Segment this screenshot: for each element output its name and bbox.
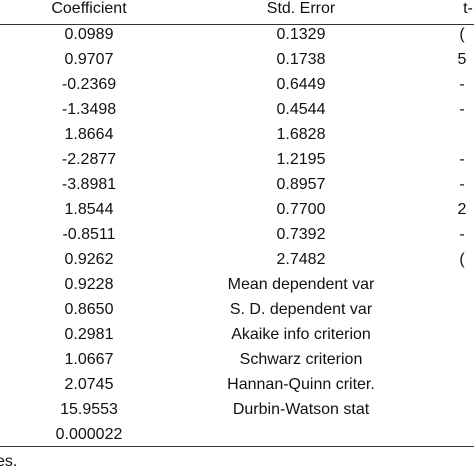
table-bottom-rule (0, 446, 474, 447)
coefficient-value: 1.8544 (64, 201, 114, 218)
std-error-value: 0.1738 (276, 51, 326, 68)
t-stat-partial: - (459, 176, 465, 193)
t-stat-partial: 5 (457, 51, 467, 68)
stat-label: Mean dependent var (227, 276, 375, 293)
coefficient-value: -3.8981 (61, 176, 117, 193)
std-error-value: 2.7482 (276, 251, 326, 268)
stat-value: 15.9553 (60, 401, 118, 418)
t-stat-partial: - (459, 226, 465, 243)
header-t-statistic-partial: t- (463, 0, 473, 17)
stat-value: 0.000022 (55, 426, 123, 443)
coefficient-value: -1.3498 (61, 101, 117, 118)
std-error-value: 1.6828 (276, 126, 326, 143)
t-stat-partial: 2 (457, 201, 467, 218)
std-error-value: 0.6449 (276, 76, 326, 93)
coefficient-value: 0.9707 (64, 51, 114, 68)
header-coefficient: Coefficient (51, 0, 127, 17)
std-error-value: 1.2195 (276, 151, 326, 168)
stat-label: Schwarz criterion (239, 351, 363, 368)
stat-label: Akaike info criterion (231, 326, 371, 343)
t-stat-partial: - (459, 101, 465, 118)
std-error-value: 0.4544 (276, 101, 326, 118)
coefficient-value: -2.2877 (61, 151, 117, 168)
t-stat-partial: - (459, 151, 465, 168)
std-error-value: 0.8957 (276, 176, 326, 193)
coefficient-value: 0.0989 (64, 26, 114, 43)
coefficient-value: 1.8664 (64, 126, 114, 143)
stat-value: 2.0745 (64, 376, 114, 393)
t-stat-partial: ( (459, 26, 465, 43)
t-stat-partial: ( (459, 251, 465, 268)
t-stat-partial: - (459, 76, 465, 93)
std-error-value: 0.7392 (276, 226, 326, 243)
stat-label: Hannan-Quinn criter. (227, 376, 375, 393)
stat-label: S. D. dependent var (229, 301, 373, 318)
coefficient-value: 0.9262 (64, 251, 114, 268)
stat-value: 1.0667 (64, 351, 114, 368)
stat-value: 0.8650 (64, 301, 114, 318)
stat-value: 0.9228 (64, 276, 114, 293)
table-top-rule (0, 24, 474, 25)
stat-label: Durbin-Watson stat (232, 401, 370, 418)
header-std-error: Std. Error (266, 0, 336, 17)
coefficient-value: -0.8511 (62, 226, 116, 243)
stat-value: 0.2981 (64, 326, 114, 343)
table-footnote: es. (0, 453, 18, 470)
std-error-value: 0.7700 (276, 201, 326, 218)
coefficient-value: -0.2369 (61, 76, 117, 93)
std-error-value: 0.1329 (276, 26, 326, 43)
